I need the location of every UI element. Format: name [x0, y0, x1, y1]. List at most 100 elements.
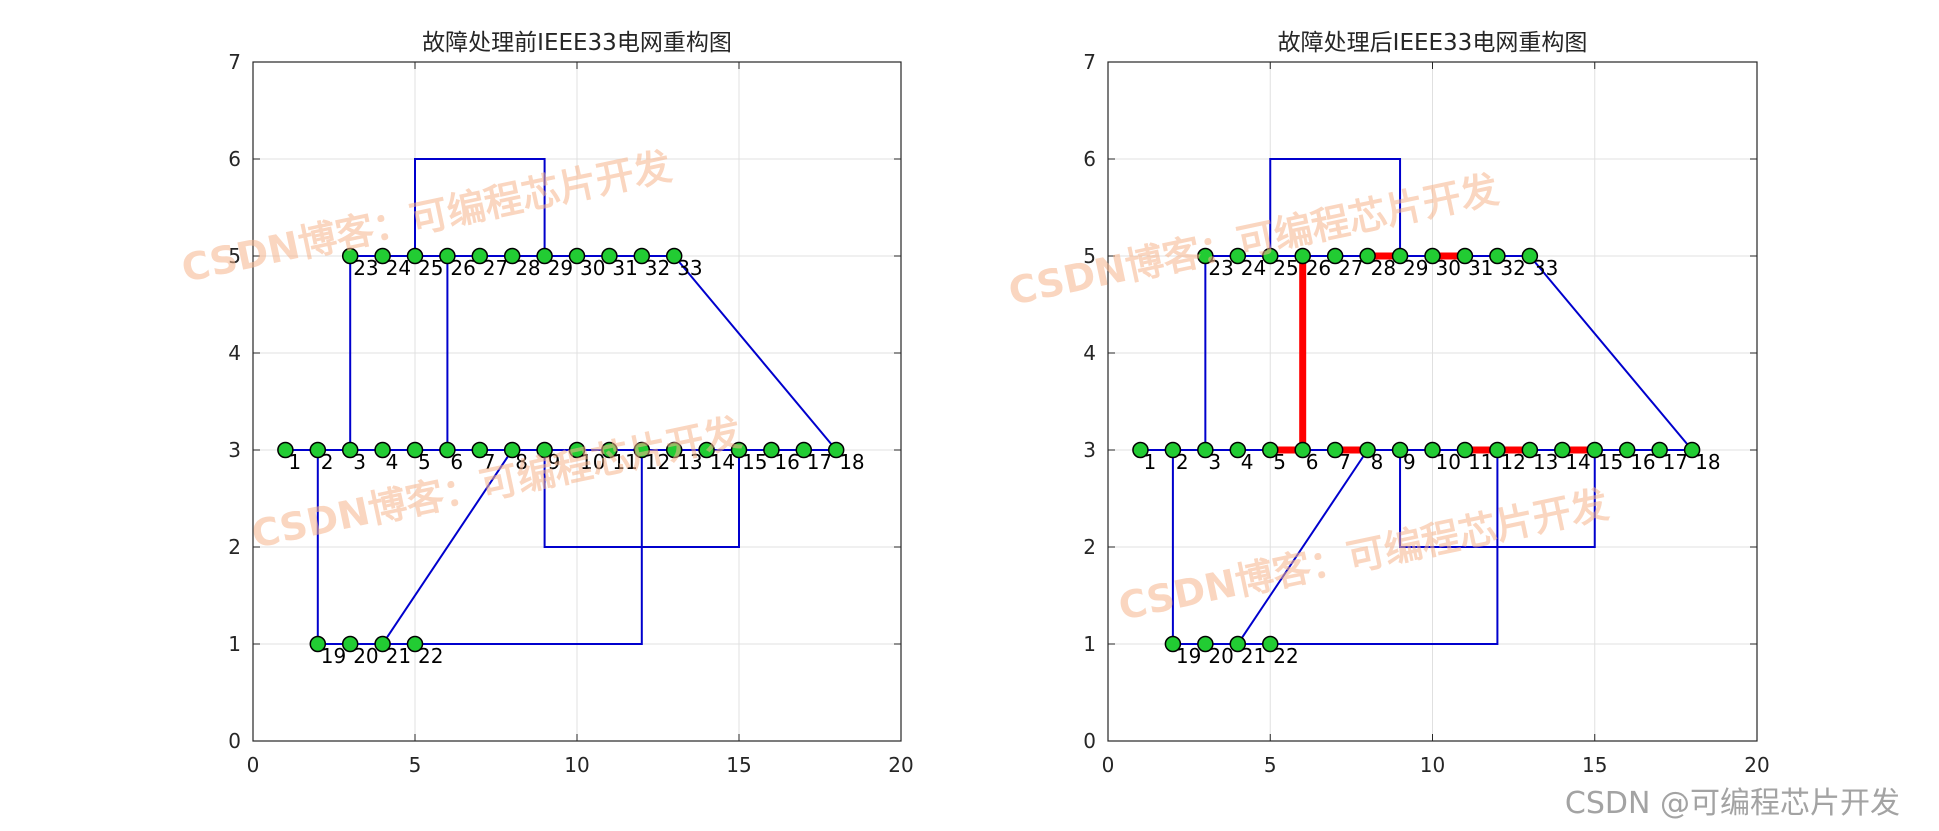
node-label: 11 [1468, 450, 1493, 474]
node-label: 30 [580, 256, 605, 280]
node-label: 22 [418, 644, 443, 668]
node-marker [698, 441, 715, 459]
node-label: 18 [1695, 450, 1720, 474]
node-marker [1391, 441, 1409, 459]
y-tick-label: 2 [1083, 535, 1096, 559]
node-marker [633, 441, 651, 459]
y-tick-label: 3 [228, 438, 241, 462]
node-label: 20 [1208, 644, 1233, 668]
node-marker [1586, 441, 1603, 459]
x-tick-label: 0 [1102, 753, 1115, 777]
node-marker [568, 247, 586, 265]
node-marker [374, 635, 391, 653]
node-marker [1326, 441, 1344, 459]
node-label: 19 [1176, 644, 1201, 668]
node-label: 12 [645, 450, 670, 474]
node-label: 3 [353, 450, 366, 474]
footer-watermark: CSDN @可编程芯片开发 [1565, 786, 1900, 821]
node-marker [374, 247, 391, 265]
node-label: 20 [353, 644, 378, 668]
node-label: 4 [1241, 450, 1254, 474]
network-line [673, 255, 837, 451]
y-tick-label: 4 [1083, 341, 1096, 365]
node-marker [406, 441, 424, 459]
node-marker [1456, 441, 1474, 459]
y-tick-label: 7 [1083, 50, 1096, 74]
node-marker [1197, 441, 1214, 459]
node-label: 16 [774, 450, 799, 474]
node-label: 6 [1306, 450, 1319, 474]
y-tick-label: 6 [1083, 147, 1096, 171]
node-label: 33 [677, 256, 702, 280]
x-tick-label: 10 [564, 753, 589, 777]
node-marker [633, 247, 651, 265]
node-marker [1229, 247, 1247, 265]
y-tick-label: 6 [228, 147, 241, 171]
network-line [414, 158, 546, 256]
node-label: 19 [321, 644, 346, 668]
node-label: 27 [1338, 256, 1363, 280]
node-label: 18 [839, 450, 864, 474]
node-label: 8 [515, 450, 528, 474]
node-label: 2 [321, 450, 334, 474]
node-label: 3 [1208, 450, 1221, 474]
node-label: 31 [612, 256, 637, 280]
node-marker [536, 441, 553, 459]
node-label: 5 [1273, 450, 1286, 474]
node-marker [1229, 635, 1247, 653]
node-marker [1197, 635, 1214, 653]
node-marker [1456, 247, 1474, 265]
chart-title: 故障处理前IEEE33电网重构图 [422, 30, 732, 56]
node-label: 13 [1533, 450, 1558, 474]
node-marker [1521, 247, 1539, 265]
node-marker [1229, 441, 1247, 459]
node-label: 26 [450, 256, 475, 280]
node-marker [341, 247, 359, 265]
node-marker [1489, 247, 1506, 265]
node-label: 1 [1143, 450, 1156, 474]
node-label: 25 [418, 256, 443, 280]
node-marker [601, 247, 618, 265]
network-line [1270, 450, 1499, 645]
node-marker [309, 441, 327, 459]
y-tick-label: 0 [228, 729, 241, 753]
node-label: 17 [807, 450, 832, 474]
node-marker [1391, 247, 1409, 265]
node-label: 25 [1273, 256, 1298, 280]
node-marker [1424, 247, 1441, 265]
x-tick-label: 0 [247, 753, 260, 777]
node-marker [1359, 441, 1376, 459]
node-marker [471, 247, 489, 265]
node-marker [1326, 247, 1344, 265]
node-label: 8 [1371, 450, 1384, 474]
node-marker [1294, 441, 1311, 459]
node-marker [309, 635, 327, 653]
node-label: 21 [1241, 644, 1266, 668]
y-tick-label: 4 [228, 341, 241, 365]
network-line [1399, 450, 1596, 548]
node-marker [503, 247, 521, 265]
node-marker [1359, 247, 1376, 265]
node-marker [374, 441, 391, 459]
node-label: 15 [1598, 450, 1623, 474]
node-label: 10 [1436, 450, 1461, 474]
node-marker [406, 635, 424, 653]
node-marker [1262, 635, 1279, 653]
node-label: 22 [1273, 644, 1298, 668]
node-label: 28 [515, 256, 540, 280]
node-label: 24 [1241, 256, 1266, 280]
node-marker [503, 441, 521, 459]
node-label: 6 [450, 450, 463, 474]
node-label: 14 [1565, 450, 1590, 474]
node-label: 10 [580, 450, 605, 474]
node-marker [601, 441, 618, 459]
network-line [381, 449, 514, 645]
node-marker [795, 441, 813, 459]
node-marker [665, 441, 683, 459]
node-label: 17 [1663, 450, 1688, 474]
node-marker [1424, 441, 1441, 459]
network-line [543, 450, 740, 548]
node-marker [1197, 247, 1214, 265]
node-marker [439, 247, 456, 265]
